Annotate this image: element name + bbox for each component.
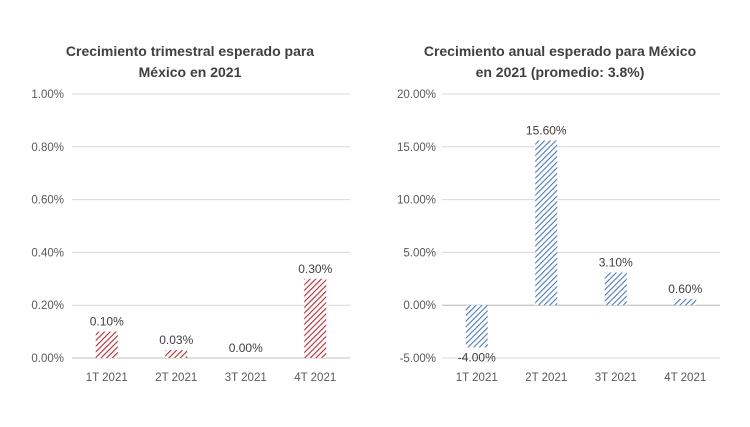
data-label: 0.60% [668,282,702,296]
x-tick-label: 4T 2021 [664,372,706,384]
y-tick-label: 5.00% [403,247,436,259]
chart-annual-growth: Crecimiento anual esperado para México en… [397,43,720,384]
bar [304,278,327,358]
y-tick-label: 10.00% [397,195,436,207]
x-tick-label: 3T 2021 [595,372,637,384]
x-tick-label: 1T 2021 [456,372,498,384]
y-tick-label: 1.00% [31,89,64,101]
bar [95,331,118,358]
chart-title-line: Crecimiento trimestral esperado para [66,43,314,59]
bar [465,305,488,348]
bar [535,140,558,306]
bar [165,350,188,358]
y-tick-label: 20.00% [397,89,436,101]
x-tick-label: 2T 2021 [525,372,567,384]
chart-title-line: en 2021 (promedio: 3.8%) [476,64,645,80]
data-label: 0.03% [159,333,193,347]
bar [674,298,697,306]
x-tick-label: 1T 2021 [86,372,128,384]
chart-quarterly-growth: Crecimiento trimestral esperado para Méxi… [31,43,350,384]
data-label: 15.60% [526,123,567,137]
data-label: 0.00% [229,341,263,355]
chart-title-line: Crecimiento anual esperado para México [424,43,696,59]
data-label: 0.30% [298,262,332,276]
y-tick-label: 0.20% [31,300,64,312]
y-tick-label: 0.00% [403,300,436,312]
bar [604,272,627,306]
data-label: -4.00% [458,350,496,364]
data-label: 3.10% [599,255,633,269]
chart-title-line: México en 2021 [139,64,242,80]
x-tick-label: 4T 2021 [294,372,336,384]
y-tick-label: 15.00% [397,142,436,154]
y-tick-label: 0.00% [31,353,64,365]
y-tick-label: 0.60% [31,195,64,207]
x-tick-label: 3T 2021 [225,372,267,384]
data-label: 0.10% [90,315,124,329]
y-tick-label: 0.80% [31,142,64,154]
y-tick-label: -5.00% [400,353,436,365]
x-tick-label: 2T 2021 [155,372,197,384]
y-tick-label: 0.40% [31,247,64,259]
